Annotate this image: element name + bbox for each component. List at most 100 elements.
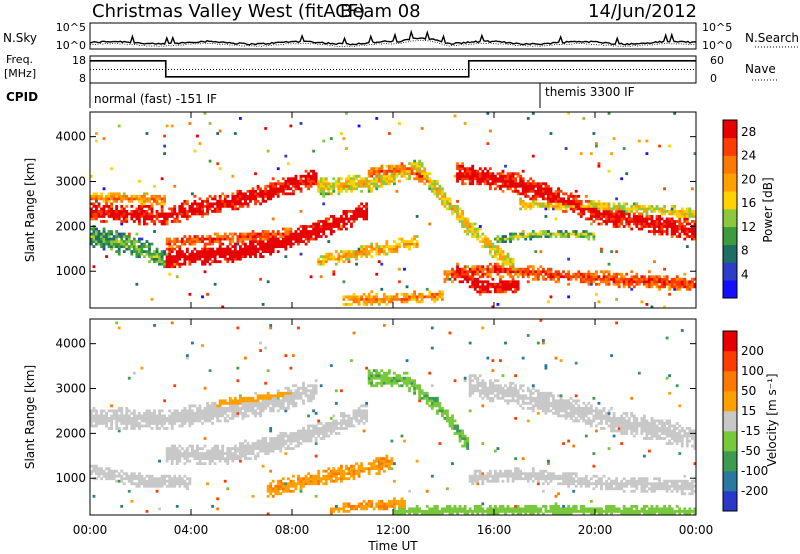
heat-cell — [241, 396, 245, 400]
heat-cell — [582, 235, 586, 238]
heat-cell — [471, 172, 475, 176]
heat-cell — [332, 469, 336, 473]
heat-cell — [501, 280, 505, 284]
heat-cell — [281, 192, 285, 196]
heat-cell — [617, 280, 621, 284]
heat-cell — [375, 117, 379, 120]
heat-cell — [107, 207, 111, 211]
heat-cell — [274, 242, 278, 246]
heat-cell — [107, 242, 111, 246]
heat-cell — [218, 404, 222, 408]
heat-cell — [536, 194, 540, 198]
heat-cell — [309, 391, 313, 395]
heat-cell — [471, 222, 475, 226]
heat-cell — [100, 192, 103, 196]
heat-cell — [191, 414, 194, 418]
heat-cell — [337, 255, 341, 259]
heat-cell — [511, 262, 515, 266]
heat-cell — [531, 179, 535, 183]
heat-cell — [385, 177, 389, 181]
heat-cell — [279, 437, 283, 440]
heat-cell — [95, 409, 98, 413]
heat-cell — [297, 184, 300, 188]
heat-cell — [185, 212, 189, 216]
heat-cell — [572, 194, 576, 198]
heat-cell — [299, 437, 303, 440]
heat-cell — [261, 235, 265, 238]
heat-cell — [117, 240, 121, 243]
heat-cell — [610, 207, 613, 211]
heat-cell — [233, 245, 237, 248]
heat-cell — [559, 235, 563, 238]
heat-cell — [365, 302, 369, 306]
heat-cell — [281, 396, 285, 400]
heat-cell — [185, 356, 189, 360]
heat-cell — [665, 217, 669, 221]
colorbar-tick-label: 28 — [741, 125, 756, 139]
heat-cell — [233, 396, 237, 400]
heat-cell — [372, 297, 376, 301]
heat-cell — [279, 391, 283, 395]
heat-cell — [105, 467, 108, 471]
heat-cell — [158, 215, 161, 218]
heat-cell — [635, 280, 639, 284]
heat-cell — [238, 444, 242, 448]
heat-cell — [319, 479, 323, 483]
heat-cell — [135, 252, 139, 256]
heat-cell — [170, 220, 174, 223]
heat-cell — [163, 482, 167, 486]
heat-cell — [125, 220, 129, 223]
heat-cell — [100, 212, 103, 216]
heat-cell — [504, 174, 507, 178]
heat-cell — [249, 406, 252, 410]
heat-cell — [420, 297, 424, 301]
heat-cell — [620, 222, 624, 226]
heat-cell — [350, 215, 353, 218]
heat-cell — [640, 212, 644, 216]
heat-cell — [534, 270, 538, 274]
heat-cell — [286, 227, 290, 231]
heat-cell — [92, 230, 96, 233]
heat-cell — [415, 167, 419, 171]
heat-cell — [286, 391, 290, 395]
heat-cell — [648, 280, 651, 284]
heat-cell — [170, 411, 174, 415]
heat-cell — [233, 457, 237, 461]
heat-cell — [387, 164, 391, 168]
heat-cell — [125, 242, 129, 246]
heat-cell — [281, 232, 285, 236]
heat-cell — [595, 212, 598, 216]
heat-cell — [178, 220, 182, 223]
heat-cell — [286, 235, 290, 238]
heat-cell — [102, 474, 106, 478]
heat-cell — [256, 442, 260, 445]
heat-cell — [160, 177, 164, 181]
heat-cell — [393, 164, 396, 168]
heat-cell — [463, 182, 467, 186]
heat-cell — [461, 172, 464, 176]
heat-cell — [504, 164, 507, 168]
heat-cell — [299, 210, 303, 213]
heat-cell — [168, 265, 172, 269]
heat-cell — [317, 220, 321, 223]
heat-cell — [188, 406, 192, 410]
heat-cell — [206, 199, 209, 203]
heat-cell — [337, 477, 341, 481]
heat-cell — [175, 482, 179, 486]
heat-cell — [178, 454, 182, 458]
heat-cell — [367, 182, 371, 186]
heat-cell — [370, 302, 374, 306]
heat-cell — [211, 449, 215, 453]
heat-cell — [132, 197, 136, 201]
heat-cell — [216, 507, 220, 511]
heat-cell — [357, 504, 361, 508]
heat-cell — [292, 432, 295, 435]
heat-cell — [377, 297, 381, 301]
heat-cell — [289, 366, 293, 370]
heat-cell — [453, 174, 457, 178]
heat-cell — [329, 257, 333, 261]
heat-cell — [168, 482, 172, 486]
heat-cell — [309, 396, 313, 400]
heat-cell — [238, 411, 242, 415]
heat-cell — [339, 472, 343, 476]
